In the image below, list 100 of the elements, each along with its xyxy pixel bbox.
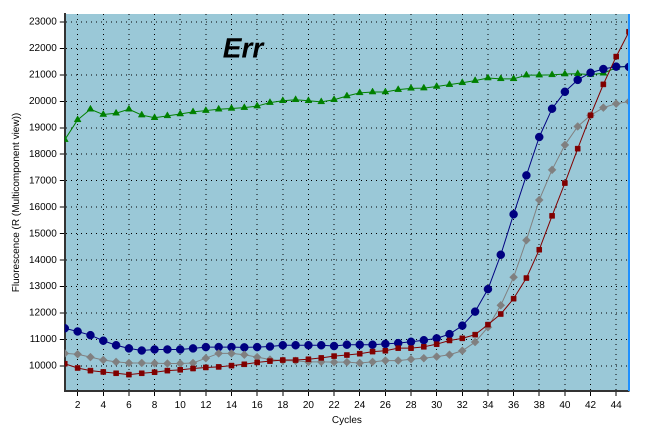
point [304,96,312,104]
point [112,340,120,350]
y-tick-label: 15000 [28,228,58,240]
point [150,358,159,368]
point [394,85,402,92]
x-tick-label: 22 [328,400,340,411]
point [240,350,249,360]
point [484,284,492,294]
point [125,104,133,112]
point [203,364,209,370]
x-tick-label: 42 [584,400,597,411]
point [266,342,274,351]
point [599,103,608,112]
point [74,116,82,122]
point [445,350,454,360]
x-tick-label: 18 [277,400,289,411]
point [370,348,376,354]
point [368,358,377,366]
point [150,113,158,120]
point [548,104,556,113]
point [510,74,518,82]
point [126,372,132,378]
point [176,359,184,368]
point [253,102,261,108]
point [317,340,326,350]
point [342,358,352,366]
point [460,336,466,342]
point [150,345,159,354]
point [407,84,415,91]
point [227,342,236,352]
point [395,345,401,351]
y-axis-title: Fluorescence (R (Multicomponent view)) [10,112,22,292]
point [509,272,518,282]
point [202,354,210,362]
point [356,88,364,96]
point [497,74,504,82]
x-tick-label: 32 [456,400,468,411]
point [227,349,236,358]
point [278,340,288,350]
annotation: Err [222,32,266,64]
point [242,361,248,368]
y-tick-label: 22000 [28,43,58,54]
point [356,350,363,356]
point [434,341,440,347]
point [406,338,416,346]
point [318,355,324,361]
point [254,360,260,366]
point [344,352,350,358]
point [573,76,582,84]
point [522,171,531,180]
point [600,82,606,88]
point [86,104,94,112]
point [163,345,172,354]
point [292,95,300,102]
y-tick-label: 20000 [28,96,58,108]
x-tick-label: 30 [431,400,443,411]
point [613,54,619,60]
point [484,74,492,80]
point [420,354,428,362]
point [445,330,454,338]
x-tick-label: 34 [482,400,494,411]
point [152,369,158,376]
point [137,346,146,355]
point [381,356,390,365]
point [86,352,95,362]
x-tick-label: 20 [302,400,314,411]
point [164,368,170,374]
point [188,344,198,353]
y-tick-label: 16000 [28,202,58,213]
point [471,76,479,83]
point [548,166,556,174]
point [177,367,184,373]
x-tick-label: 26 [380,400,392,411]
point [291,340,300,350]
point [164,112,172,118]
point [573,122,582,131]
point [216,364,222,370]
y-tick-label: 18000 [28,148,58,160]
point [342,340,352,349]
point [368,88,376,94]
point [534,132,544,142]
x-tick-label: 36 [508,400,520,411]
point [458,346,467,356]
point [113,370,119,376]
point [99,356,108,364]
point [214,342,223,352]
point [228,104,236,111]
y-tick-label: 19000 [28,122,58,134]
point [137,358,146,368]
x-tick-label: 4 [100,400,106,411]
point [549,213,555,219]
point [574,70,582,76]
point [228,362,234,368]
point [355,358,364,368]
point [330,95,338,102]
point [112,108,120,116]
point [458,78,466,86]
point [86,330,95,340]
x-axis-title: Cycles [332,414,362,426]
point [279,96,287,104]
